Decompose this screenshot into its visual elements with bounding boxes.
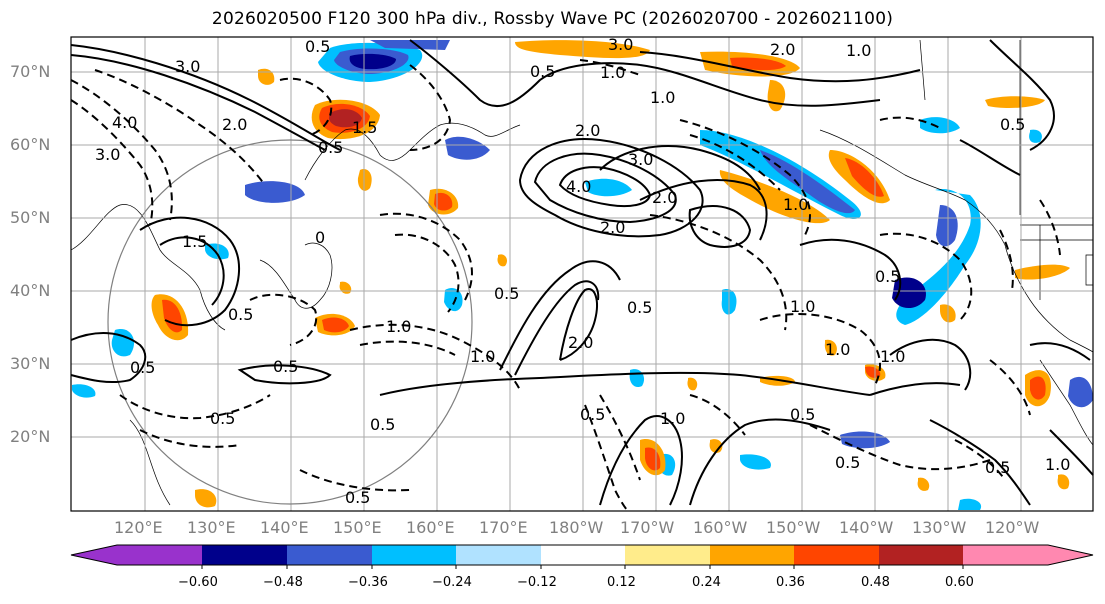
colorbar-segment xyxy=(456,545,541,565)
colorbar-tick-label: 0.36 xyxy=(776,575,805,590)
contour-label: 1.0 xyxy=(846,41,871,60)
contour-label: 0.5 xyxy=(370,415,395,434)
contour-label: 0.5 xyxy=(305,37,330,56)
lon-label: 130°E xyxy=(187,518,236,537)
contour-label: 3.0 xyxy=(95,145,120,164)
lon-label: 170°E xyxy=(479,518,528,537)
contour-label: 0.5 xyxy=(130,358,155,377)
colorbar-tick-label: −0.48 xyxy=(263,575,303,590)
contour-label: 2.0 xyxy=(568,333,593,352)
contour-label: 1.0 xyxy=(783,195,808,214)
lat-label: 20°N xyxy=(10,427,51,446)
contour-label: 4.0 xyxy=(566,177,591,196)
lon-label: 120°E xyxy=(114,518,163,537)
colorbar-segment xyxy=(625,545,710,565)
colorbar-tick-label: −0.36 xyxy=(348,575,388,590)
contour-label: 0.5 xyxy=(210,409,235,428)
contour-label: 2.0 xyxy=(652,188,677,207)
contour-label: 1.0 xyxy=(650,88,675,107)
colorbar-segment xyxy=(541,545,625,565)
contour-label: 2.0 xyxy=(575,121,600,140)
contour-label: 0.5 xyxy=(273,357,298,376)
lon-label: 140°E xyxy=(260,518,309,537)
contour-label: 0 xyxy=(315,228,325,247)
solid-contours xyxy=(70,39,1094,506)
lon-label: 150°W xyxy=(766,518,821,537)
contour-label: 0.5 xyxy=(530,62,555,81)
reference-circle xyxy=(107,139,473,505)
contour-label: 1.0 xyxy=(660,409,685,428)
coastlines xyxy=(70,39,1094,506)
contour-label: 1.5 xyxy=(352,118,377,137)
contour-label: 1.0 xyxy=(386,317,411,336)
colorbar-segment xyxy=(71,545,202,565)
contour-label: 1.0 xyxy=(470,347,495,366)
contour-label: 0.5 xyxy=(318,138,343,157)
contour-label: 0.5 xyxy=(345,488,370,507)
lon-label: 170°W xyxy=(620,518,675,537)
graticule xyxy=(71,37,1093,511)
colorbar-segment xyxy=(710,545,794,565)
dashed-contours xyxy=(70,59,1061,512)
contour-label: 4.0 xyxy=(112,113,137,132)
contour-label: 0.5 xyxy=(985,458,1010,477)
contour-label: 0.5 xyxy=(580,405,605,424)
contour-label: 1.0 xyxy=(1045,455,1070,474)
contour-label: 1.0 xyxy=(790,297,815,316)
colorbar-segment xyxy=(794,545,879,565)
colorbar-segment xyxy=(879,545,963,565)
colorbar xyxy=(70,544,1094,569)
colorbar-tick-label: −0.12 xyxy=(517,575,557,590)
contour-label: 3.0 xyxy=(628,150,653,169)
lon-label: 120°W xyxy=(985,518,1040,537)
lon-label: 160°W xyxy=(693,518,748,537)
colorbar-tick-label: −0.60 xyxy=(178,575,218,590)
colorbar-segment xyxy=(963,545,1093,565)
contour-label: 2.0 xyxy=(600,218,625,237)
contour-label: 1.0 xyxy=(600,63,625,82)
lon-label: 140°W xyxy=(839,518,894,537)
contour-label: 0.5 xyxy=(790,405,815,424)
colorbar-tick-label: 0.60 xyxy=(945,575,974,590)
colorbar-segment xyxy=(287,545,372,565)
lat-label: 30°N xyxy=(10,354,51,373)
contour-label: 3.0 xyxy=(175,57,200,76)
contour-label: 0.5 xyxy=(228,305,253,324)
contour-label: 1.5 xyxy=(182,232,207,251)
lon-label: 150°E xyxy=(333,518,382,537)
colorbar-tick-label: 0.12 xyxy=(607,575,636,590)
contour-label: 1.0 xyxy=(825,340,850,359)
map-title: 2026020500 F120 300 hPa div., Rossby Wav… xyxy=(211,9,894,29)
colorbar-tick-label: 0.48 xyxy=(861,575,890,590)
contour-labels: 0.5 3.0 0.5 1.0 2.0 3.0 1.0 1.0 1.5 0.5 … xyxy=(95,35,1070,507)
contour-label: 0.5 xyxy=(875,267,900,286)
colorbar-tick-label: 0.24 xyxy=(692,575,721,590)
contour-label: 2.0 xyxy=(770,40,795,59)
contour-label: 0.5 xyxy=(835,453,860,472)
lon-label: 180°W xyxy=(549,518,604,537)
map-panel: 0.5 3.0 0.5 1.0 2.0 3.0 1.0 1.0 1.5 0.5 … xyxy=(70,35,1094,512)
colorbar-segment xyxy=(372,545,456,565)
lon-label: 160°E xyxy=(406,518,455,537)
lat-label: 60°N xyxy=(10,135,51,154)
colorbar-tick-label: −0.24 xyxy=(432,575,472,590)
contour-label: 0.5 xyxy=(627,298,652,317)
colorbar-segment xyxy=(202,545,287,565)
contour-label: 1.0 xyxy=(880,347,905,366)
contour-label: 2.0 xyxy=(222,115,247,134)
lat-label: 70°N xyxy=(10,62,51,81)
contour-label: 3.0 xyxy=(608,35,633,54)
contour-label: 0.5 xyxy=(1000,115,1025,134)
lon-label: 130°W xyxy=(912,518,967,537)
lat-label: 50°N xyxy=(10,208,51,227)
lat-label: 40°N xyxy=(10,281,51,300)
contour-label: 0.5 xyxy=(494,284,519,303)
